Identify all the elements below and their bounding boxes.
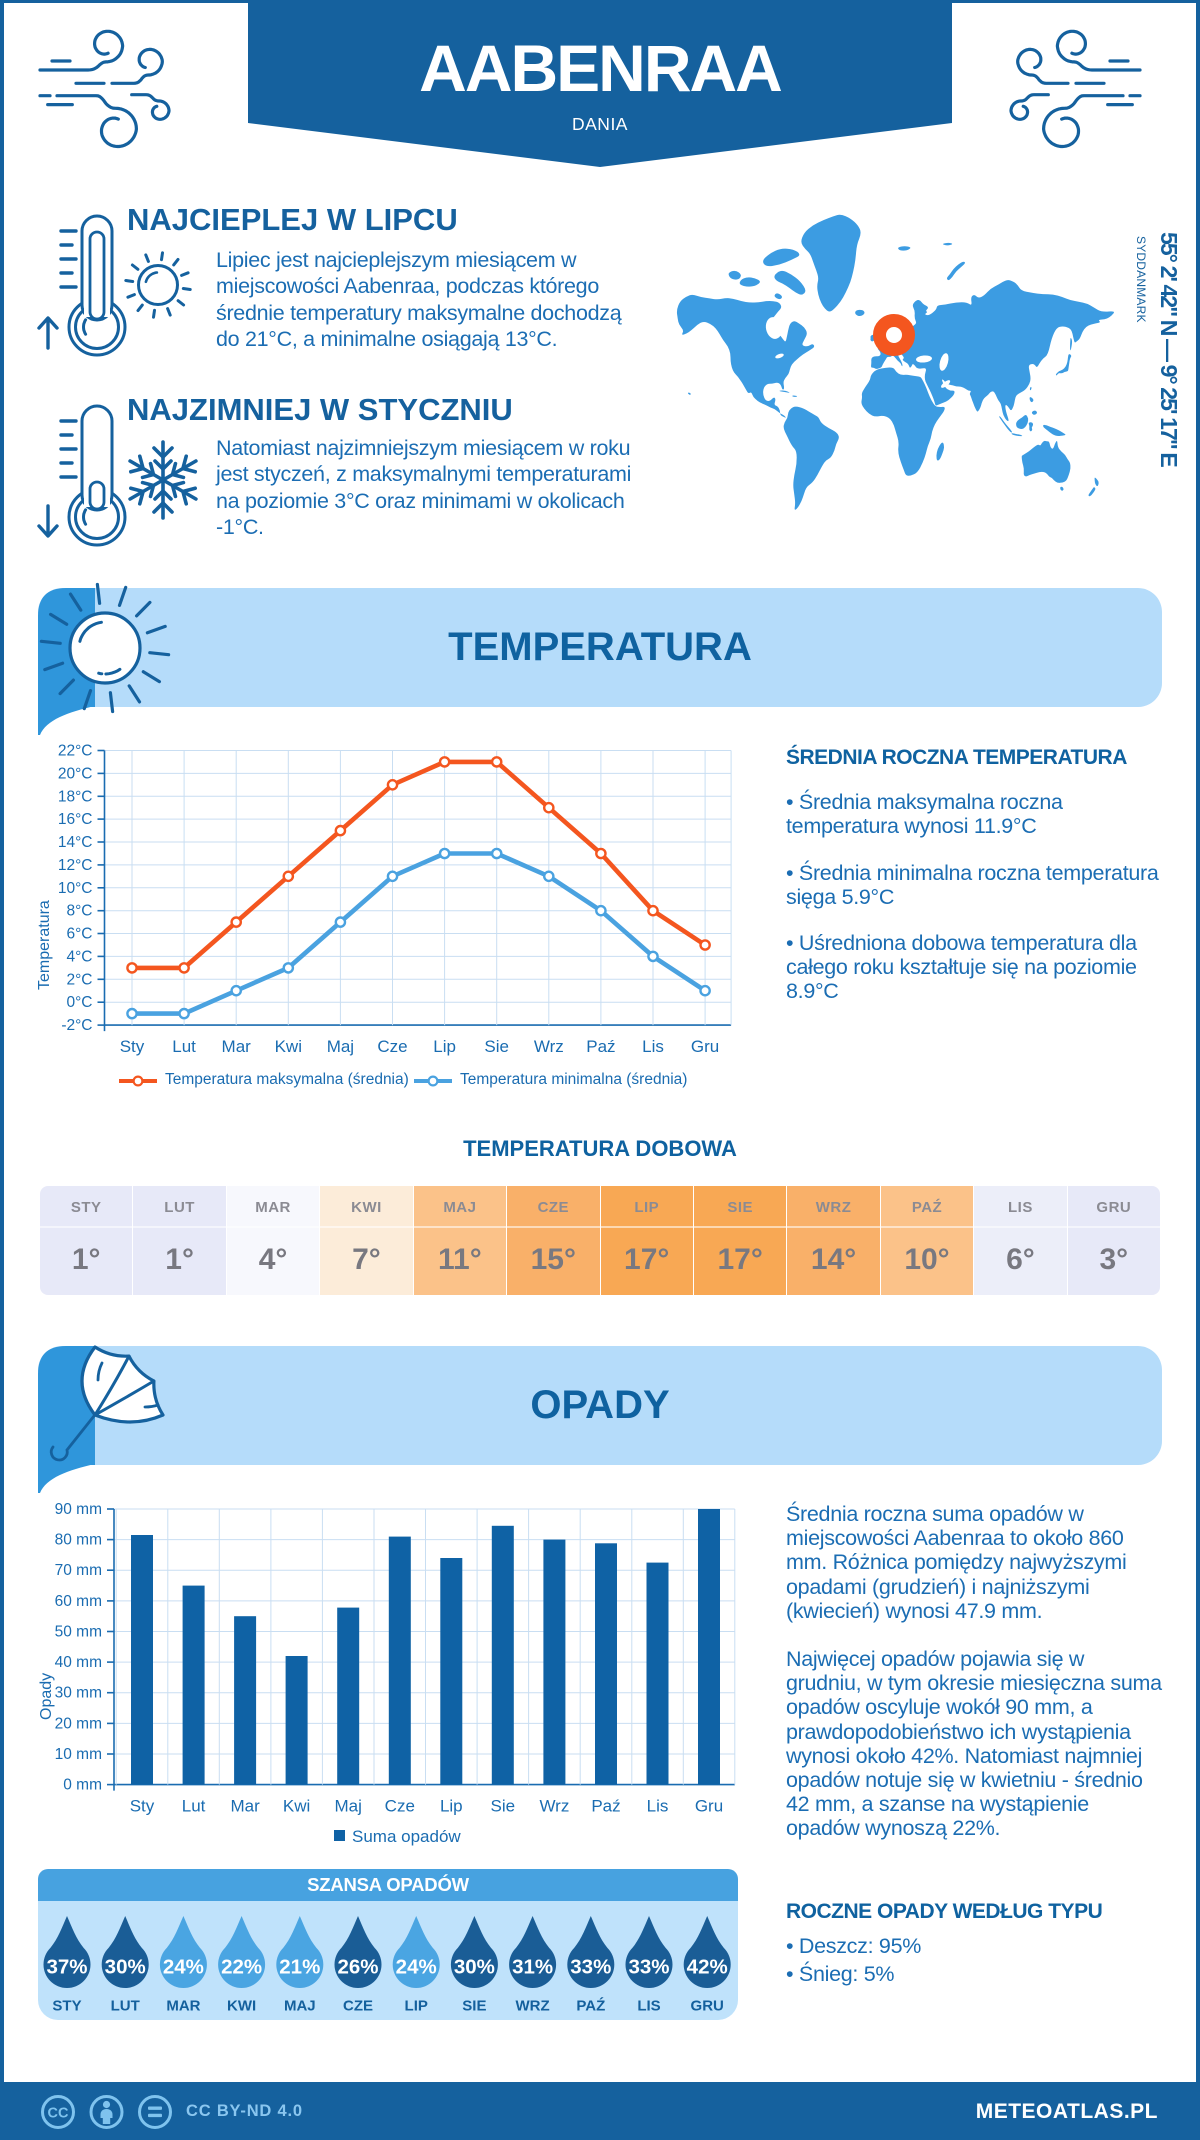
- svg-text:90 mm: 90 mm: [55, 1501, 102, 1518]
- svg-text:WRZ: WRZ: [516, 1998, 550, 2015]
- svg-text:14°C: 14°C: [58, 834, 93, 851]
- svg-text:60 mm: 60 mm: [55, 1593, 102, 1610]
- svg-text:CC: CC: [48, 2106, 69, 2122]
- svg-text:2°C: 2°C: [66, 971, 92, 988]
- svg-text:LIP: LIP: [405, 1998, 428, 2015]
- svg-text:0°C: 0°C: [66, 994, 92, 1011]
- svg-text:30 mm: 30 mm: [55, 1685, 102, 1702]
- svg-text:PAŹ: PAŹ: [576, 1998, 605, 2015]
- svg-text:KWI: KWI: [227, 1998, 256, 2015]
- svg-text:Wrz: Wrz: [534, 1037, 564, 1056]
- svg-text:STY: STY: [52, 1998, 81, 2015]
- svg-text:MAR: MAR: [166, 1998, 200, 2015]
- svg-text:20°C: 20°C: [58, 765, 93, 782]
- svg-text:Lip: Lip: [440, 1797, 463, 1816]
- svg-text:Lut: Lut: [172, 1037, 196, 1056]
- svg-text:Mar: Mar: [230, 1797, 260, 1816]
- svg-text:Kwi: Kwi: [275, 1037, 302, 1056]
- svg-text:Gru: Gru: [695, 1797, 723, 1816]
- svg-text:12°C: 12°C: [58, 857, 93, 874]
- svg-text:4°C: 4°C: [66, 948, 92, 965]
- svg-text:Lis: Lis: [647, 1797, 669, 1816]
- svg-text:Maj: Maj: [327, 1037, 354, 1056]
- svg-text:6°C: 6°C: [66, 926, 92, 943]
- svg-text:20 mm: 20 mm: [55, 1715, 102, 1732]
- svg-text:30%: 30%: [105, 1956, 146, 1979]
- svg-text:31%: 31%: [512, 1956, 553, 1979]
- svg-text:30%: 30%: [454, 1956, 495, 1979]
- svg-text:21%: 21%: [279, 1956, 320, 1979]
- svg-text:50 mm: 50 mm: [55, 1624, 102, 1641]
- svg-text:Mar: Mar: [222, 1037, 252, 1056]
- svg-text:Sie: Sie: [491, 1797, 516, 1816]
- svg-text:10 mm: 10 mm: [55, 1746, 102, 1763]
- svg-text:Cze: Cze: [377, 1037, 407, 1056]
- svg-text:Cze: Cze: [385, 1797, 415, 1816]
- svg-text:Sty: Sty: [120, 1037, 145, 1056]
- svg-text:Wrz: Wrz: [539, 1797, 569, 1816]
- svg-text:24%: 24%: [163, 1956, 204, 1979]
- svg-text:26%: 26%: [337, 1956, 378, 1979]
- svg-text:LUT: LUT: [111, 1998, 140, 2015]
- svg-text:CZE: CZE: [343, 1998, 373, 2015]
- svg-text:70 mm: 70 mm: [55, 1562, 102, 1579]
- svg-text:22°C: 22°C: [58, 743, 93, 760]
- svg-text:40 mm: 40 mm: [55, 1654, 102, 1671]
- svg-text:LIS: LIS: [637, 1998, 660, 2015]
- svg-text:42%: 42%: [687, 1956, 728, 1979]
- svg-text:Sty: Sty: [130, 1797, 155, 1816]
- svg-text:0 mm: 0 mm: [63, 1777, 102, 1794]
- svg-text:Kwi: Kwi: [283, 1797, 310, 1816]
- svg-text:GRU: GRU: [691, 1998, 724, 2015]
- svg-text:MAJ: MAJ: [284, 1998, 316, 2015]
- svg-text:80 mm: 80 mm: [55, 1532, 102, 1549]
- svg-text:10°C: 10°C: [58, 880, 93, 897]
- svg-text:Paź: Paź: [591, 1797, 620, 1816]
- svg-text:33%: 33%: [628, 1956, 669, 1979]
- svg-text:8°C: 8°C: [66, 903, 92, 920]
- svg-text:33%: 33%: [570, 1956, 611, 1979]
- svg-text:Paź: Paź: [586, 1037, 615, 1056]
- svg-text:Maj: Maj: [334, 1797, 361, 1816]
- svg-text:Lis: Lis: [642, 1037, 664, 1056]
- svg-text:37%: 37%: [46, 1956, 87, 1979]
- svg-text:Gru: Gru: [691, 1037, 719, 1056]
- svg-text:Sie: Sie: [484, 1037, 509, 1056]
- svg-text:18°C: 18°C: [58, 788, 93, 805]
- svg-text:Lip: Lip: [433, 1037, 456, 1056]
- svg-text:SIE: SIE: [462, 1998, 486, 2015]
- svg-text:-2°C: -2°C: [61, 1017, 92, 1034]
- svg-text:22%: 22%: [221, 1956, 262, 1979]
- svg-text:Lut: Lut: [182, 1797, 206, 1816]
- svg-text:16°C: 16°C: [58, 811, 93, 828]
- svg-text:24%: 24%: [396, 1956, 437, 1979]
